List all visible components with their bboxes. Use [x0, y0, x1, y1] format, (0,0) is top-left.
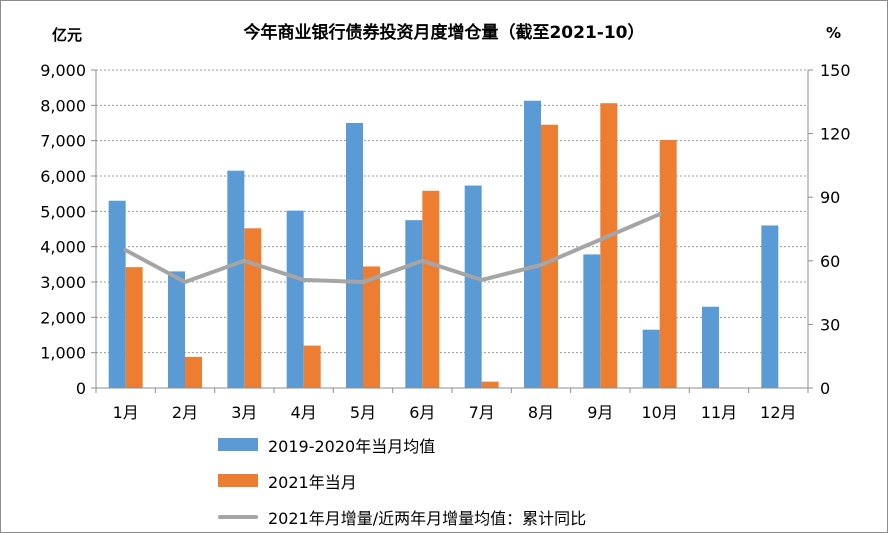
legend-label-ratio: 2021年月增量/近两年月增量均值：累计同比: [268, 509, 587, 528]
bar-2021: [185, 356, 202, 388]
legend-swatch-ratio: [218, 515, 258, 519]
x-tick-label: 11月: [701, 403, 737, 422]
bar-2021: [422, 190, 440, 388]
left-tick-label: 9,000: [40, 61, 86, 80]
legend-swatch-avg: [218, 438, 258, 451]
right-tick-label: 90: [820, 188, 840, 207]
chart-title: 今年商业银行债券投资月度增仓量（截至2021-10）: [243, 23, 645, 43]
right-tick-label: 0: [820, 379, 830, 398]
left-tick-label: 7,000: [40, 132, 86, 151]
x-tick-label: 6月: [409, 403, 435, 422]
line-point: [657, 212, 662, 217]
line-point: [242, 258, 247, 263]
left-tick-label: 8,000: [40, 96, 86, 115]
left-axis-unit: 亿元: [52, 26, 83, 44]
bar-2021: [541, 124, 558, 389]
line-point: [539, 263, 543, 268]
left-tick-label: 4,000: [40, 238, 86, 257]
left-tick-label: 1,000: [40, 344, 86, 363]
bar-avg: [346, 123, 363, 388]
right-axis-unit: %: [826, 24, 842, 42]
line-point: [479, 277, 484, 282]
x-tick-label: 2月: [172, 403, 198, 422]
x-tick-label: 7月: [469, 403, 495, 422]
left-tick-label: 2,000: [40, 308, 86, 327]
right-tick-label: 120: [820, 125, 851, 144]
bar-2021: [481, 381, 499, 388]
x-tick-label: 5月: [350, 403, 376, 422]
bar-avg: [286, 210, 304, 388]
x-tick-label: 9月: [587, 403, 613, 422]
line-point: [420, 258, 425, 263]
legend-swatch-2021: [218, 474, 258, 487]
bar-avg: [227, 170, 245, 388]
bar-avg: [405, 220, 423, 388]
bar-avg: [108, 200, 126, 388]
x-tick-label: 1月: [113, 403, 139, 422]
x-tick-label: 3月: [231, 403, 257, 422]
right-tick-label: 60: [820, 252, 840, 271]
bar-2021: [125, 267, 143, 388]
line-point: [361, 280, 365, 284]
line-point: [301, 277, 306, 282]
bar-2021: [600, 103, 618, 389]
bar-avg: [168, 271, 185, 388]
bar-avg: [761, 225, 779, 388]
bar-avg: [702, 306, 719, 388]
line-point: [123, 248, 128, 253]
line-point: [598, 237, 603, 242]
bar-avg: [524, 100, 541, 389]
bar-series: [108, 100, 779, 389]
left-tick-label: 5,000: [40, 202, 86, 221]
legend-label-2021: 2021年当月: [268, 473, 357, 492]
tick-labels: 0 1,000 2,000 3,000 4,000 5,000 6,000 7,000 8,00…: [40, 61, 850, 422]
axes: [91, 69, 813, 393]
line-ratio: [123, 212, 662, 284]
x-tick-label: 4月: [291, 403, 317, 422]
left-tick-label: 0: [76, 379, 86, 398]
legend-label-avg: 2019-2020年当月均值: [268, 437, 436, 456]
bar-avg: [583, 254, 601, 388]
left-tick-label: 3,000: [40, 273, 86, 292]
right-tick-label: 150: [820, 61, 851, 80]
x-tick-label: 8月: [528, 403, 554, 422]
gridlines: [96, 69, 808, 354]
x-tick-label: 12月: [760, 403, 796, 422]
x-tick-label: 10月: [641, 403, 677, 422]
bar-2021: [303, 345, 321, 388]
bar-2021: [244, 228, 262, 388]
bar-2021: [363, 266, 380, 388]
right-tick-label: 30: [820, 315, 840, 334]
bar-avg: [464, 185, 482, 388]
line-point: [183, 280, 187, 284]
bar-avg: [642, 329, 660, 388]
bar-2021: [659, 139, 677, 388]
line-series: [123, 212, 662, 284]
left-tick-label: 6,000: [40, 167, 86, 186]
